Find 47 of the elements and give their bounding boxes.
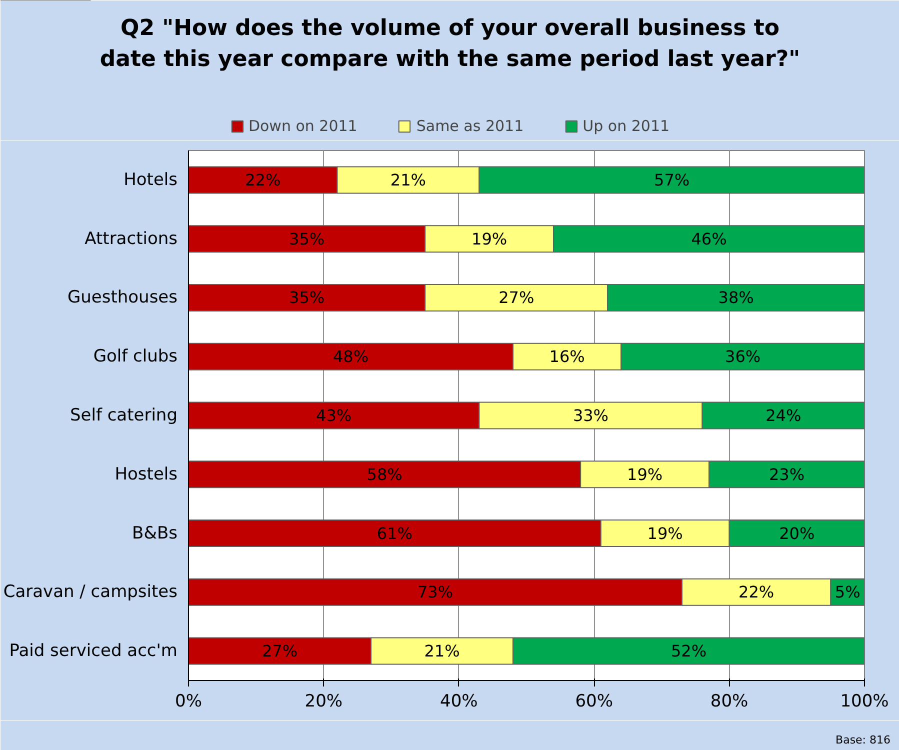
x-tick-label: 40% <box>440 692 478 712</box>
y-tick-label: Golf clubs <box>93 346 178 367</box>
legend-label: Same as 2011 <box>416 117 524 135</box>
y-tick-label: Hostels <box>114 464 178 484</box>
data-label: 27% <box>498 288 534 308</box>
x-tick-label: 100% <box>840 692 889 712</box>
legend-label: Down on 2011 <box>248 117 358 135</box>
y-tick-label: Caravan / campsites <box>3 582 178 602</box>
x-tick-label: 60% <box>575 692 614 712</box>
data-label: 35% <box>289 288 325 308</box>
data-label: 23% <box>768 464 805 484</box>
data-label: 73% <box>417 582 454 602</box>
x-tick-label: 80% <box>710 692 748 712</box>
data-label: 5% <box>834 582 860 602</box>
data-label: 19% <box>647 524 683 543</box>
data-label: 61% <box>376 524 412 543</box>
data-label: 24% <box>766 406 802 425</box>
data-label: 21% <box>424 642 460 661</box>
chart-title: Q2 "How does the volume of your overall business to date this year compare with the same period last year?" <box>100 16 800 72</box>
y-tick-label: Attractions <box>84 228 178 249</box>
data-label: 57% <box>654 170 690 190</box>
data-label: 22% <box>738 582 774 602</box>
data-label: 36% <box>725 347 761 366</box>
data-label: 22% <box>245 170 281 190</box>
data-label: 20% <box>779 524 815 543</box>
legend-label: Up on 2011 <box>582 117 670 135</box>
data-label: 46% <box>691 229 727 248</box>
y-tick-label: Hotels <box>124 170 178 190</box>
data-label: 19% <box>627 464 663 484</box>
data-label: 58% <box>366 464 402 484</box>
x-tick-label: 20% <box>304 692 343 712</box>
data-label: 48% <box>332 347 369 366</box>
data-label: 27% <box>262 642 298 661</box>
data-label: 43% <box>316 406 352 425</box>
x-tick-label: 0% <box>175 692 202 712</box>
y-tick-label: Self catering <box>70 406 178 426</box>
data-label: 33% <box>572 406 608 425</box>
text: Base: 816 <box>836 734 891 746</box>
y-tick-label: Paid serviced acc'm <box>9 641 178 662</box>
data-label: 52% <box>670 642 707 661</box>
data-label: 38% <box>718 288 754 308</box>
data-label: 16% <box>549 347 585 366</box>
y-tick-label: B&Bs <box>132 523 178 544</box>
data-label: 19% <box>472 229 508 248</box>
y-tick-label: Guesthouses <box>67 288 178 308</box>
data-label: 21% <box>390 170 426 190</box>
data-label: 35% <box>289 229 325 248</box>
